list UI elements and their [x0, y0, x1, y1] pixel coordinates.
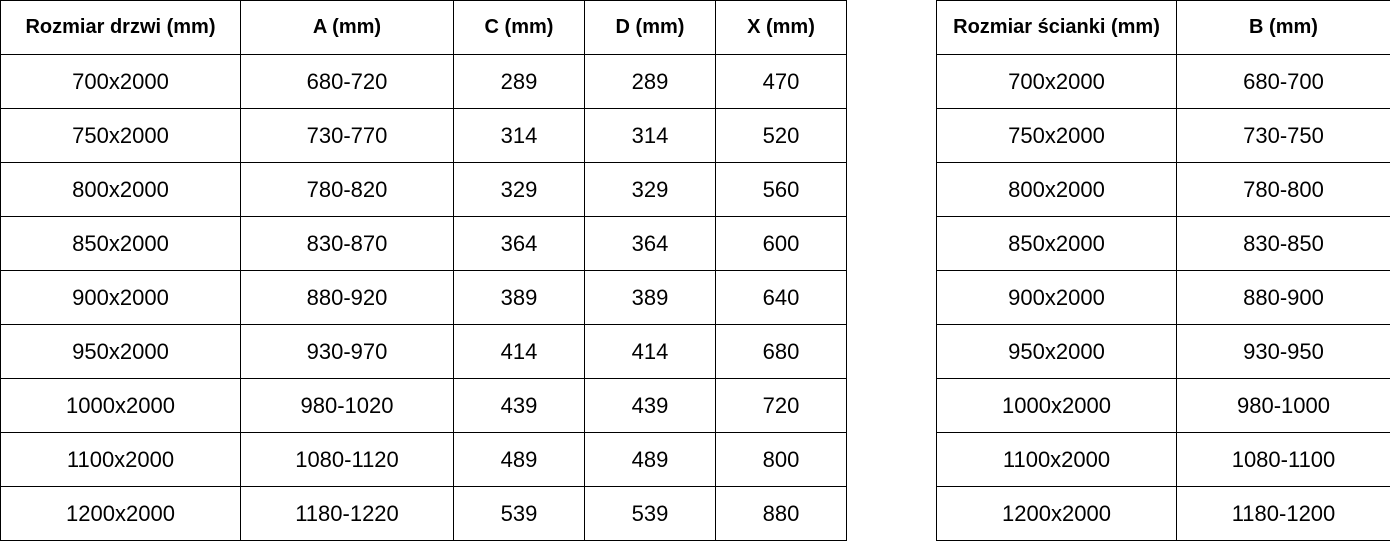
table-cell: 1180-1220 [240, 486, 454, 541]
table-cell: 1100x2000 [0, 432, 241, 487]
table-cell: 640 [715, 270, 847, 325]
table-cell: 980-1000 [1176, 378, 1390, 433]
table-cell: 800x2000 [0, 162, 241, 217]
table-row: 750x2000 730-770 314 314 520 [0, 108, 847, 163]
table-row: 1100x2000 1080-1120 489 489 800 [0, 432, 847, 487]
table-cell: 389 [584, 270, 716, 325]
table-cell: 1080-1100 [1176, 432, 1390, 487]
table-cell: 314 [453, 108, 585, 163]
table-cell: 600 [715, 216, 847, 271]
table-cell: 539 [453, 486, 585, 541]
table-cell: 880-900 [1176, 270, 1390, 325]
table-cell: 880-920 [240, 270, 454, 325]
table-cell: 539 [584, 486, 716, 541]
table-cell: 560 [715, 162, 847, 217]
table-cell: 1000x2000 [0, 378, 241, 433]
table-row: 750x2000 730-750 [936, 108, 1390, 163]
table-cell: 680-720 [240, 54, 454, 109]
table-cell: 980-1020 [240, 378, 454, 433]
table-cell: 1100x2000 [936, 432, 1177, 487]
table-row: 800x2000 780-820 329 329 560 [0, 162, 847, 217]
table-row: 900x2000 880-900 [936, 270, 1390, 325]
table-row: 700x2000 680-700 [936, 54, 1390, 109]
table-cell: 750x2000 [0, 108, 241, 163]
table-cell: 830-870 [240, 216, 454, 271]
table-cell: 780-800 [1176, 162, 1390, 217]
header-row: Rozmiar drzwi (mm) A (mm) C (mm) D (mm) X (m… [0, 0, 847, 55]
table-cell: 850x2000 [0, 216, 241, 271]
table-cell: 470 [715, 54, 847, 109]
table-cell: 800x2000 [936, 162, 1177, 217]
table-row: 950x2000 930-950 [936, 324, 1390, 379]
table-cell: 489 [584, 432, 716, 487]
table-cell: 414 [453, 324, 585, 379]
table-cell: 1000x2000 [936, 378, 1177, 433]
table-cell: 1180-1200 [1176, 486, 1390, 541]
table-cell: 930-970 [240, 324, 454, 379]
column-header: Rozmiar drzwi (mm) [0, 0, 241, 55]
table-cell: 850x2000 [936, 216, 1177, 271]
table-row: 950x2000 930-970 414 414 680 [0, 324, 847, 379]
table-cell: 1080-1120 [240, 432, 454, 487]
table-cell: 900x2000 [0, 270, 241, 325]
table-row: 1000x2000 980-1000 [936, 378, 1390, 433]
table-row: 900x2000 880-920 389 389 640 [0, 270, 847, 325]
table-cell: 720 [715, 378, 847, 433]
wall-size-table: Rozmiar ścianki (mm) B (mm) 700x2000 680-7… [936, 0, 1390, 541]
table-cell: 329 [453, 162, 585, 217]
table-cell: 730-770 [240, 108, 454, 163]
table-cell: 830-850 [1176, 216, 1390, 271]
table-cell: 780-820 [240, 162, 454, 217]
table-cell: 289 [453, 54, 585, 109]
table-cell: 950x2000 [0, 324, 241, 379]
table-cell: 800 [715, 432, 847, 487]
table-row: 850x2000 830-870 364 364 600 [0, 216, 847, 271]
column-header: X (mm) [715, 0, 847, 55]
table-cell: 680 [715, 324, 847, 379]
column-header: D (mm) [584, 0, 716, 55]
table-cell: 439 [453, 378, 585, 433]
table-row: 800x2000 780-800 [936, 162, 1390, 217]
table-cell: 1200x2000 [936, 486, 1177, 541]
table-cell: 880 [715, 486, 847, 541]
table-row: 1100x2000 1080-1100 [936, 432, 1390, 487]
table-row: 850x2000 830-850 [936, 216, 1390, 271]
column-header: A (mm) [240, 0, 454, 55]
table-cell: 700x2000 [936, 54, 1177, 109]
table-cell: 489 [453, 432, 585, 487]
table-cell: 289 [584, 54, 716, 109]
table-cell: 930-950 [1176, 324, 1390, 379]
table-cell: 950x2000 [936, 324, 1177, 379]
doors-size-table: Rozmiar drzwi (mm) A (mm) C (mm) D (mm) X (m… [0, 0, 847, 541]
table-cell: 329 [584, 162, 716, 217]
table-cell: 314 [584, 108, 716, 163]
table-cell: 1200x2000 [0, 486, 241, 541]
column-header: C (mm) [453, 0, 585, 55]
table-cell: 389 [453, 270, 585, 325]
table-cell: 520 [715, 108, 847, 163]
table-row: 1000x2000 980-1020 439 439 720 [0, 378, 847, 433]
table-cell: 900x2000 [936, 270, 1177, 325]
table-cell: 364 [584, 216, 716, 271]
table-cell: 439 [584, 378, 716, 433]
table-cell: 750x2000 [936, 108, 1177, 163]
table-cell: 680-700 [1176, 54, 1390, 109]
table-cell: 414 [584, 324, 716, 379]
table-row: 1200x2000 1180-1220 539 539 880 [0, 486, 847, 541]
table-cell: 700x2000 [0, 54, 241, 109]
table-row: 1200x2000 1180-1200 [936, 486, 1390, 541]
table-row: 700x2000 680-720 289 289 470 [0, 54, 847, 109]
table-cell: 730-750 [1176, 108, 1390, 163]
header-row: Rozmiar ścianki (mm) B (mm) [936, 0, 1390, 55]
column-header: B (mm) [1176, 0, 1390, 55]
column-header: Rozmiar ścianki (mm) [936, 0, 1177, 55]
table-cell: 364 [453, 216, 585, 271]
